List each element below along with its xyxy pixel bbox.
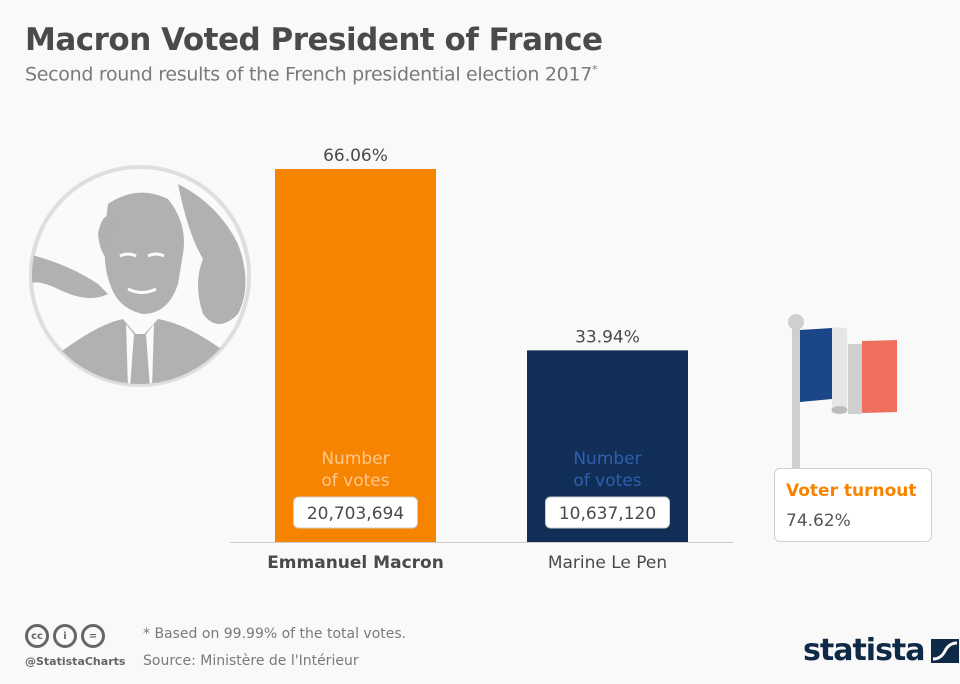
voter-turnout-value: 74.62% — [786, 511, 851, 531]
votes-caption-line2: of votes — [321, 471, 389, 491]
license-icons: cc i = — [25, 624, 105, 648]
data-label-le-pen: 33.94% — [575, 327, 640, 347]
votes-caption-line1: Number — [573, 449, 641, 469]
bar-macron — [275, 169, 436, 542]
voter-turnout-box: Voter turnout 74.62% — [774, 468, 932, 542]
voter-turnout-label: Voter turnout — [786, 481, 917, 501]
votes-caption-line1: Number — [321, 449, 389, 469]
attribution-icon[interactable]: i — [53, 624, 77, 648]
no-derivatives-icon[interactable]: = — [81, 624, 105, 648]
statista-wordmark: statista — [803, 633, 926, 668]
source-note: Source: Ministère de l'Intérieur — [143, 653, 359, 669]
votes-box-le-pen — [545, 496, 670, 529]
votes-box-macron — [293, 496, 418, 529]
category-label-macron: Emmanuel Macron — [267, 553, 444, 573]
macron-portrait-icon — [29, 165, 251, 387]
votes-caption-line2: of votes — [573, 471, 641, 491]
statista-logo[interactable]: statista — [803, 636, 959, 666]
chart-subtitle: Second round results of the French presi… — [25, 63, 598, 86]
chart-title: Macron Voted President of France — [25, 22, 603, 58]
french-flag-icon — [788, 314, 897, 472]
statista-logo-icon — [930, 639, 959, 663]
creative-commons-icon[interactable]: cc — [25, 624, 49, 648]
votes-value-macron: 20,703,694 — [307, 504, 404, 524]
subtitle-text: Second round results of the French presi… — [25, 63, 593, 86]
data-label-macron: 66.06% — [323, 146, 388, 166]
twitter-handle[interactable]: @StatistaCharts — [25, 655, 126, 668]
footnote: * Based on 99.99% of the total votes. — [143, 626, 407, 642]
votes-value-le-pen: 10,637,120 — [559, 504, 656, 524]
category-label-le-pen: Marine Le Pen — [548, 553, 667, 573]
footnote-marker: * — [592, 63, 598, 76]
